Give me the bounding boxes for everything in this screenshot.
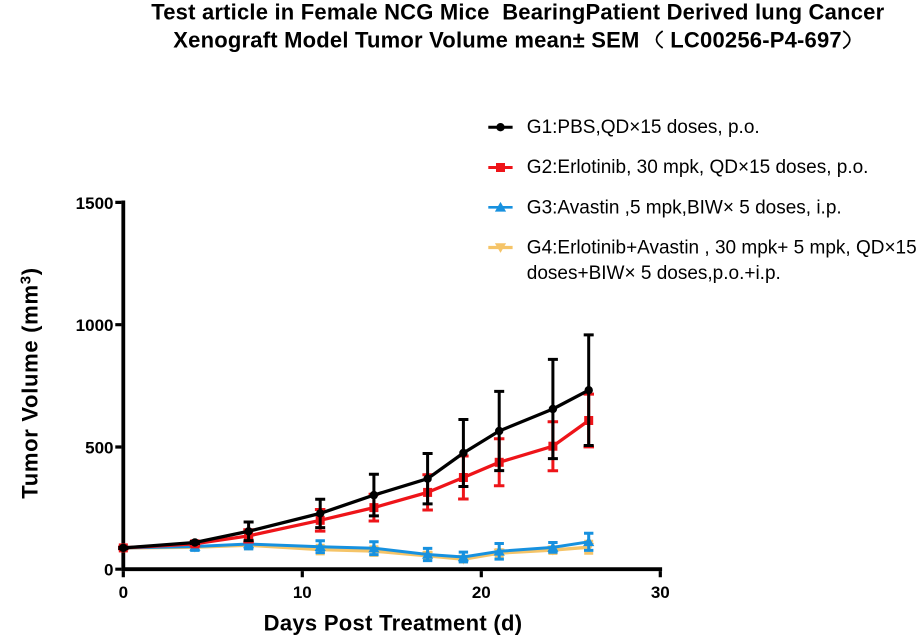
svg-text:500: 500 (85, 438, 113, 457)
svg-text:20: 20 (472, 583, 491, 602)
svg-text:doses+BIW× 5 doses,p.o.+i.p.: doses+BIW× 5 doses,p.o.+i.p. (527, 263, 781, 284)
svg-text:1500: 1500 (76, 194, 114, 213)
svg-text:Test article in Female NCG Mic: Test article in Female NCG Mice BearingP… (151, 0, 884, 25)
svg-text:Xenograft Model Tumor Volume m: Xenograft Model Tumor Volume mean± SEM (173, 28, 639, 53)
svg-text:G4:Erlotinib+Avastin , 30 mpk+: G4:Erlotinib+Avastin , 30 mpk+ 5 mpk, QD… (527, 237, 917, 258)
svg-text:LC00256-P4-697: LC00256-P4-697 (670, 28, 842, 53)
svg-text:30: 30 (651, 583, 670, 602)
svg-text:10: 10 (293, 583, 312, 602)
svg-text:G3:Avastin ,5 mpk,BIW× 5 doses: G3:Avastin ,5 mpk,BIW× 5 doses, i.p. (527, 197, 842, 218)
svg-text:G1:PBS,QD×15 doses, p.o.: G1:PBS,QD×15 doses, p.o. (527, 117, 760, 138)
svg-text:Tumor Volume (mm3): Tumor Volume (mm3) (17, 267, 42, 499)
svg-text:0: 0 (119, 583, 128, 602)
svg-text:G2:Erlotinib, 30 mpk, QD×15 do: G2:Erlotinib, 30 mpk, QD×15 doses, p.o. (527, 157, 869, 178)
svg-text:1000: 1000 (76, 316, 114, 335)
svg-text:Days Post Treatment (d): Days Post Treatment (d) (264, 611, 523, 636)
svg-text:0: 0 (104, 561, 113, 580)
